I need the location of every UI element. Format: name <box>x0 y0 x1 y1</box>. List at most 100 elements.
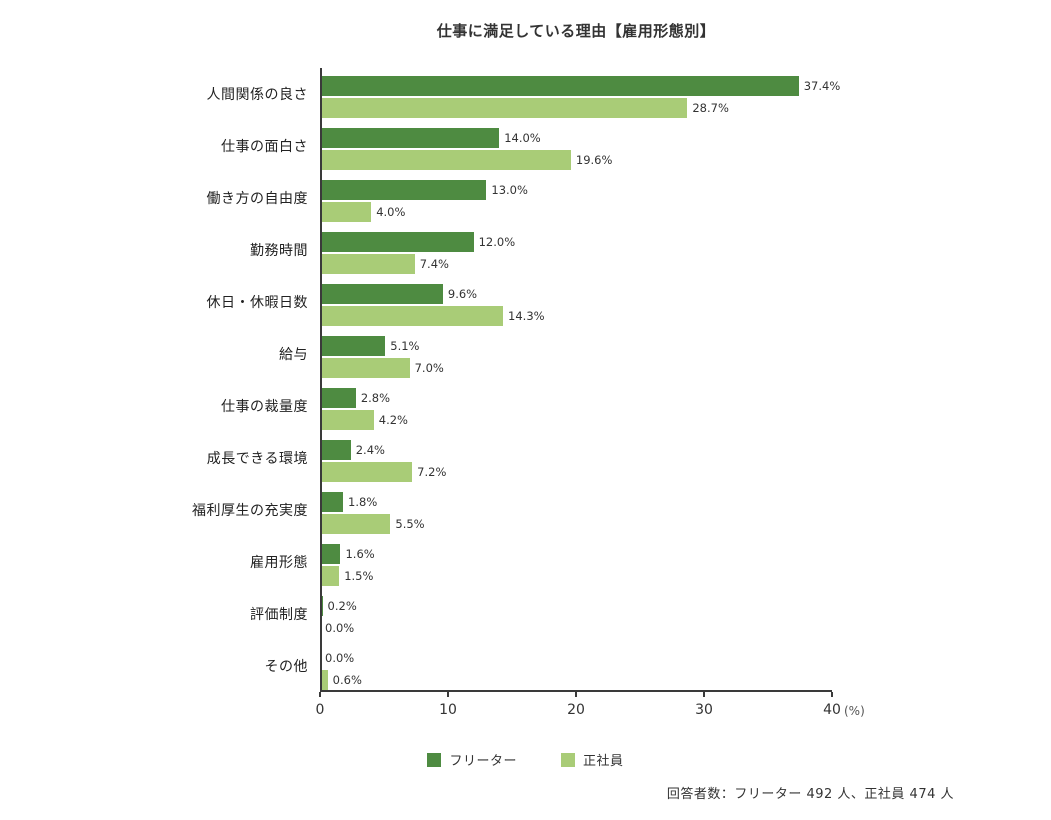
bar-value-label: 28.7% <box>692 101 729 115</box>
chart-row: 勤務時間 12.0% 7.4% <box>0 224 880 276</box>
bar-line: 2.8% <box>320 388 832 408</box>
bar-seishain <box>320 410 374 430</box>
bar-value-label: 13.0% <box>491 183 528 197</box>
bar-group: 9.6% 14.3% <box>320 276 832 328</box>
bar-freeter <box>320 336 386 356</box>
category-label: その他 <box>264 659 308 675</box>
category-label: 勤務時間 <box>250 243 308 259</box>
bar-value-label: 2.4% <box>355 443 385 457</box>
chart-row: 人間関係の良さ 37.4% 28.7% <box>0 68 880 120</box>
bar-line: 1.6% <box>320 544 832 564</box>
bar-line: 0.2% <box>320 596 832 616</box>
bar-value-label: 19.6% <box>575 153 613 167</box>
bar-line: 13.0% <box>320 180 832 200</box>
bar-value-label: 14.3% <box>508 309 545 323</box>
bar-value-label: 1.8% <box>348 495 378 509</box>
bar-seishain <box>320 462 413 482</box>
bar-seishain <box>320 202 372 222</box>
respondent-count-note: 回答者数：フリーター 492 人、正社員 474 人 <box>666 787 954 802</box>
bar-line: 1.8% <box>320 492 832 512</box>
bar-value-label: 5.1% <box>390 339 420 353</box>
category-label: 休日・休暇日数 <box>206 295 308 311</box>
bar-freeter <box>320 492 344 512</box>
bar-seishain <box>320 306 504 326</box>
bar-line: 5.5% <box>320 514 832 534</box>
bar-value-label: 0.6% <box>332 673 362 687</box>
legend: フリーター 正社員 <box>0 750 1051 769</box>
legend-swatch-freeter <box>427 752 442 767</box>
bar-line: 1.5% <box>320 566 832 586</box>
bar-value-label: 5.5% <box>395 517 425 531</box>
bar-line: 14.0% <box>320 128 832 148</box>
bar-line: 2.4% <box>320 440 832 460</box>
bar-seishain <box>320 566 340 586</box>
bar-chart: 人間関係の良さ 37.4% 28.7% 仕事の面白さ 14.0% 19.6% 働き方の自由度… <box>0 68 880 718</box>
chart-row: 福利厚生の充実度 1.8% 5.5% <box>0 484 880 536</box>
bar-group: 12.0% 7.4% <box>320 224 832 276</box>
x-axis-unit-label: (%) <box>844 704 865 718</box>
bar-seishain <box>320 98 688 118</box>
bar-line: 0.0% <box>320 648 832 668</box>
category-label: 仕事の面白さ <box>221 139 308 155</box>
category-label: 給与 <box>279 347 308 363</box>
bar-seishain <box>320 514 391 534</box>
x-axis-line <box>320 690 832 692</box>
bar-group: 0.2% 0.0% <box>320 588 832 640</box>
bar-line: 4.2% <box>320 410 832 430</box>
bar-value-label: 2.8% <box>360 391 391 405</box>
chart-rows: 人間関係の良さ 37.4% 28.7% 仕事の面白さ 14.0% 19.6% 働き方の自由度… <box>0 68 880 692</box>
bar-line: 12.0% <box>320 232 832 252</box>
chart-row: 雇用形態 1.6% 1.5% <box>0 536 880 588</box>
x-axis-tick-label: 20 <box>567 702 585 718</box>
chart-row: 休日・休暇日数 9.6% 14.3% <box>0 276 880 328</box>
bar-group: 14.0% 19.6% <box>320 120 832 172</box>
x-axis-tick-label: 30 <box>695 702 713 718</box>
chart-row: 給与 5.1% 7.0% <box>0 328 880 380</box>
bar-line: 7.4% <box>320 254 832 274</box>
bar-group: 5.1% 7.0% <box>320 328 832 380</box>
bar-value-label: 7.0% <box>414 361 444 375</box>
bar-freeter <box>320 440 351 460</box>
bar-value-label: 0.0% <box>325 621 355 635</box>
bar-value-label: 9.6% <box>447 287 478 301</box>
category-label: 成長できる環境 <box>206 451 308 467</box>
legend-item-seishain: 正社員 <box>561 750 624 769</box>
bar-freeter <box>320 76 799 96</box>
bar-line: 0.0% <box>320 618 832 638</box>
bar-value-label: 0.0% <box>325 651 355 665</box>
bar-line: 0.6% <box>320 670 832 690</box>
category-label: 雇用形態 <box>250 555 308 571</box>
chart-row: 働き方の自由度 13.0% 4.0% <box>0 172 880 224</box>
bar-value-label: 4.0% <box>376 205 406 219</box>
y-axis-line <box>320 68 322 692</box>
x-axis-tick-label: 10 <box>439 702 457 718</box>
legend-swatch-seishain <box>561 752 575 767</box>
bar-group: 0.0% 0.6% <box>320 640 832 692</box>
x-axis-tick-label: 0 <box>315 702 325 718</box>
chart-row: その他 0.0% 0.6% <box>0 640 880 692</box>
bar-line: 7.0% <box>320 358 832 378</box>
bar-value-label: 7.2% <box>417 465 447 479</box>
bar-line: 9.6% <box>320 284 832 304</box>
category-label: 働き方の自由度 <box>206 191 308 207</box>
chart-row: 評価制度 0.2% 0.0% <box>0 588 880 640</box>
bar-line: 37.4% <box>320 76 840 96</box>
chart-row: 仕事の裁量度 2.8% 4.2% <box>0 380 880 432</box>
bar-seishain <box>320 358 410 378</box>
chart-title: 仕事に満足している理由【雇用形態別】 <box>436 22 716 40</box>
category-label: 評価制度 <box>250 607 308 623</box>
chart-row: 仕事の面白さ 14.0% 19.6% <box>0 120 880 172</box>
category-label: 人間関係の良さ <box>206 87 308 103</box>
x-axis-tick <box>575 692 577 697</box>
category-label: 仕事の裁量度 <box>221 399 308 415</box>
bar-group: 1.8% 5.5% <box>320 484 832 536</box>
bar-freeter <box>320 128 500 148</box>
bar-group: 2.4% 7.2% <box>320 432 832 484</box>
bar-value-label: 1.5% <box>344 569 374 583</box>
bar-line: 14.3% <box>320 306 832 326</box>
bar-line: 19.6% <box>320 150 832 170</box>
bar-freeter <box>320 180 487 200</box>
bar-value-label: 12.0% <box>478 235 516 249</box>
bar-seishain <box>320 670 328 690</box>
